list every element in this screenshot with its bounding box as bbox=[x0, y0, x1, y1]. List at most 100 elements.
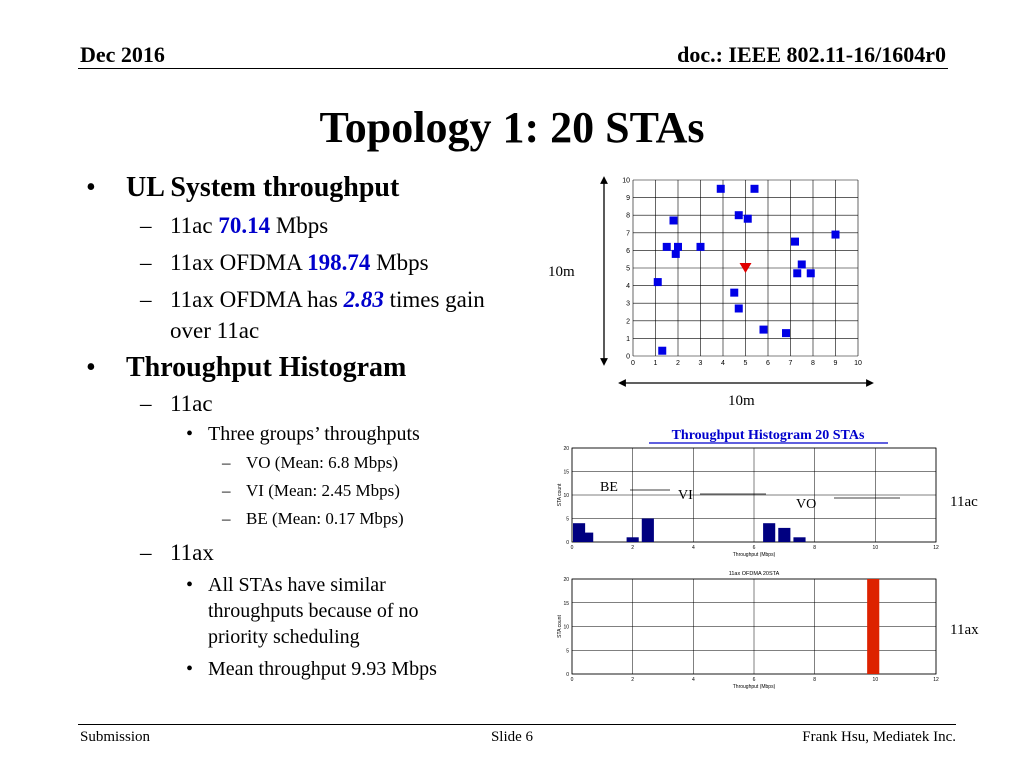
sta-point bbox=[662, 242, 671, 251]
scatter-ytick-label: 6 bbox=[626, 248, 630, 255]
histogram-11ax-plot: 0 2 4 6 8 10 12 0 5 10 15 20 Throughput (Mbps) STA co… bbox=[557, 577, 939, 690]
hist-xtick-label: 12 bbox=[933, 677, 939, 683]
bullet-histogram: • Throughput Histogram bbox=[86, 352, 526, 384]
hist-ytick-label: 5 bbox=[566, 517, 569, 523]
sub-gain-prefix: 11ax OFDMA has bbox=[170, 287, 344, 312]
value-11ac: 70.14 bbox=[218, 213, 271, 238]
scatter-xtick-label: 6 bbox=[766, 360, 770, 367]
header-rule bbox=[78, 68, 948, 69]
hist-ytick-label: 5 bbox=[566, 648, 569, 654]
side-label-11ax: 11ax bbox=[950, 622, 979, 638]
scatter-xtick-label: 7 bbox=[789, 360, 793, 367]
sub-similar-text: All STAs have similar throughputs becaus… bbox=[208, 574, 419, 648]
hist-xtick-label: 8 bbox=[813, 677, 816, 683]
hist-bar bbox=[581, 532, 594, 542]
histogram-11ac-plot: 0 2 4 6 8 10 12 0 5 10 15 20 Throughput (Mbps) STA co… bbox=[557, 446, 939, 558]
sub-hist-11ax: – 11ax bbox=[86, 537, 526, 568]
sta-point bbox=[653, 278, 662, 287]
vertical-dimension-label: 10m bbox=[548, 264, 575, 280]
sta-point bbox=[730, 288, 739, 297]
bullet-ul-throughput: • UL System throughput bbox=[86, 172, 526, 204]
group-label-be: BE bbox=[600, 480, 618, 495]
bullet-list: • UL System throughput – 11ac 70.14 Mbps… bbox=[86, 172, 526, 682]
histogram-11ax-title: 11ax OFDMA 20STA bbox=[729, 571, 780, 577]
horizontal-dimension-label: 10m bbox=[728, 393, 755, 409]
sta-point bbox=[674, 242, 682, 251]
bullet-dot: • bbox=[186, 574, 194, 596]
scatter-ytick-label: 9 bbox=[626, 195, 630, 202]
dash-marker: – bbox=[140, 391, 152, 416]
sta-point bbox=[831, 230, 840, 239]
scatter-xtick-label: 4 bbox=[721, 360, 725, 367]
scatter-ytick-label: 10 bbox=[622, 178, 630, 185]
sta-point bbox=[734, 211, 743, 220]
scatter-ytick-label: 7 bbox=[626, 230, 630, 237]
hist-xtick-label: 6 bbox=[753, 677, 756, 683]
scatter-xtick-label: 9 bbox=[834, 360, 838, 367]
hist-bar bbox=[641, 518, 654, 542]
sub-mean-text: Mean throughput 9.93 Mbps bbox=[208, 658, 437, 680]
sta-point bbox=[658, 346, 667, 355]
bullet-dot: • bbox=[186, 658, 194, 680]
sub-gain: – 11ax OFDMA has 2.83 times gain over 11… bbox=[86, 284, 500, 346]
sta-point bbox=[671, 249, 680, 258]
scatter-ytick-label: 2 bbox=[626, 318, 630, 325]
hist-ytick-label: 15 bbox=[563, 470, 569, 476]
dash-marker: – bbox=[140, 287, 152, 312]
hist-ytick-label: 0 bbox=[566, 672, 569, 678]
hist-xlabel: Throughput (Mbps) bbox=[733, 684, 776, 690]
histogram-11ac-title: Throughput Histogram 20 STAs bbox=[672, 428, 865, 443]
topology-scatter-chart: 0 1 2 3 4 5 6 7 8 9 10 0 1 2 3 4 5 6 7 8 9 10 bbox=[600, 176, 862, 367]
slide-title: Topology 1: 20 STAs bbox=[319, 103, 705, 152]
hist-ytick-label: 10 bbox=[563, 493, 569, 499]
bullet-histogram-text: Throughput Histogram bbox=[126, 352, 407, 383]
scatter-ytick-label: 3 bbox=[626, 301, 630, 308]
header-date: Dec 2016 bbox=[80, 42, 165, 67]
hist-xtick-label: 4 bbox=[692, 677, 695, 683]
dash-marker: – bbox=[222, 453, 231, 472]
scatter-ytick-label: 5 bbox=[626, 266, 630, 273]
scatter-xtick-label: 3 bbox=[699, 360, 703, 367]
dash-marker: – bbox=[222, 509, 231, 528]
bullet-dot: • bbox=[186, 423, 194, 445]
hist-xtick-label: 4 bbox=[692, 545, 695, 551]
hist-xtick-label: 8 bbox=[813, 545, 816, 551]
sub-11ac-suffix: Mbps bbox=[270, 213, 329, 238]
scatter-ytick-label: 8 bbox=[626, 213, 630, 220]
histogram-11ax-chart: 11ax OFDMA 20STA 0 2 4 6 8 10 12 0 5 10 15 20 Throug… bbox=[557, 571, 939, 690]
sta-point bbox=[743, 214, 752, 223]
sta-point bbox=[793, 269, 802, 278]
hist-xtick-label: 12 bbox=[933, 545, 939, 551]
bullet-dot: • bbox=[86, 352, 96, 383]
footer-author: Frank Hsu, Mediatek Inc. bbox=[802, 729, 956, 745]
dash-marker: – bbox=[222, 481, 231, 500]
hist-ytick-label: 20 bbox=[563, 446, 569, 452]
scatter-xtick-label: 5 bbox=[744, 360, 748, 367]
scatter-ytick-label: 0 bbox=[626, 354, 630, 361]
hist-xtick-label: 6 bbox=[753, 545, 756, 551]
header-doc-id: doc.: IEEE 802.11-16/1604r0 bbox=[677, 42, 946, 67]
hist-bar bbox=[763, 523, 776, 542]
hist-ytick-label: 10 bbox=[563, 625, 569, 631]
hist-bar bbox=[867, 579, 880, 674]
dash-marker: – bbox=[140, 540, 152, 565]
footer-submission: Submission bbox=[80, 729, 151, 745]
hist-xtick-label: 10 bbox=[873, 545, 879, 551]
sub-11ac-throughput: – 11ac 70.14 Mbps bbox=[86, 210, 526, 241]
sta-point bbox=[734, 304, 743, 313]
group-label-vi: VI bbox=[678, 488, 693, 503]
value-11ax: 198.74 bbox=[307, 250, 371, 275]
dash-marker: – bbox=[140, 213, 152, 238]
sub-11ac-prefix: 11ac bbox=[170, 213, 219, 238]
hist-ylabel: STA count bbox=[557, 483, 563, 506]
side-label-11ac: 11ac bbox=[950, 494, 978, 510]
sub-be: – BE (Mean: 0.17 Mbps) bbox=[86, 505, 526, 533]
ap-point bbox=[739, 263, 752, 273]
sub-groups: • Three groups’ throughputs bbox=[86, 421, 526, 447]
hist-ytick-label: 0 bbox=[566, 540, 569, 546]
sub-be-text: BE (Mean: 0.17 Mbps) bbox=[246, 509, 404, 528]
scatter-xtick-label: 10 bbox=[854, 360, 862, 367]
hist-xtick-label: 0 bbox=[571, 545, 574, 551]
sub-11ax-throughput: – 11ax OFDMA 198.74 Mbps bbox=[86, 247, 526, 278]
sta-point bbox=[782, 329, 790, 338]
